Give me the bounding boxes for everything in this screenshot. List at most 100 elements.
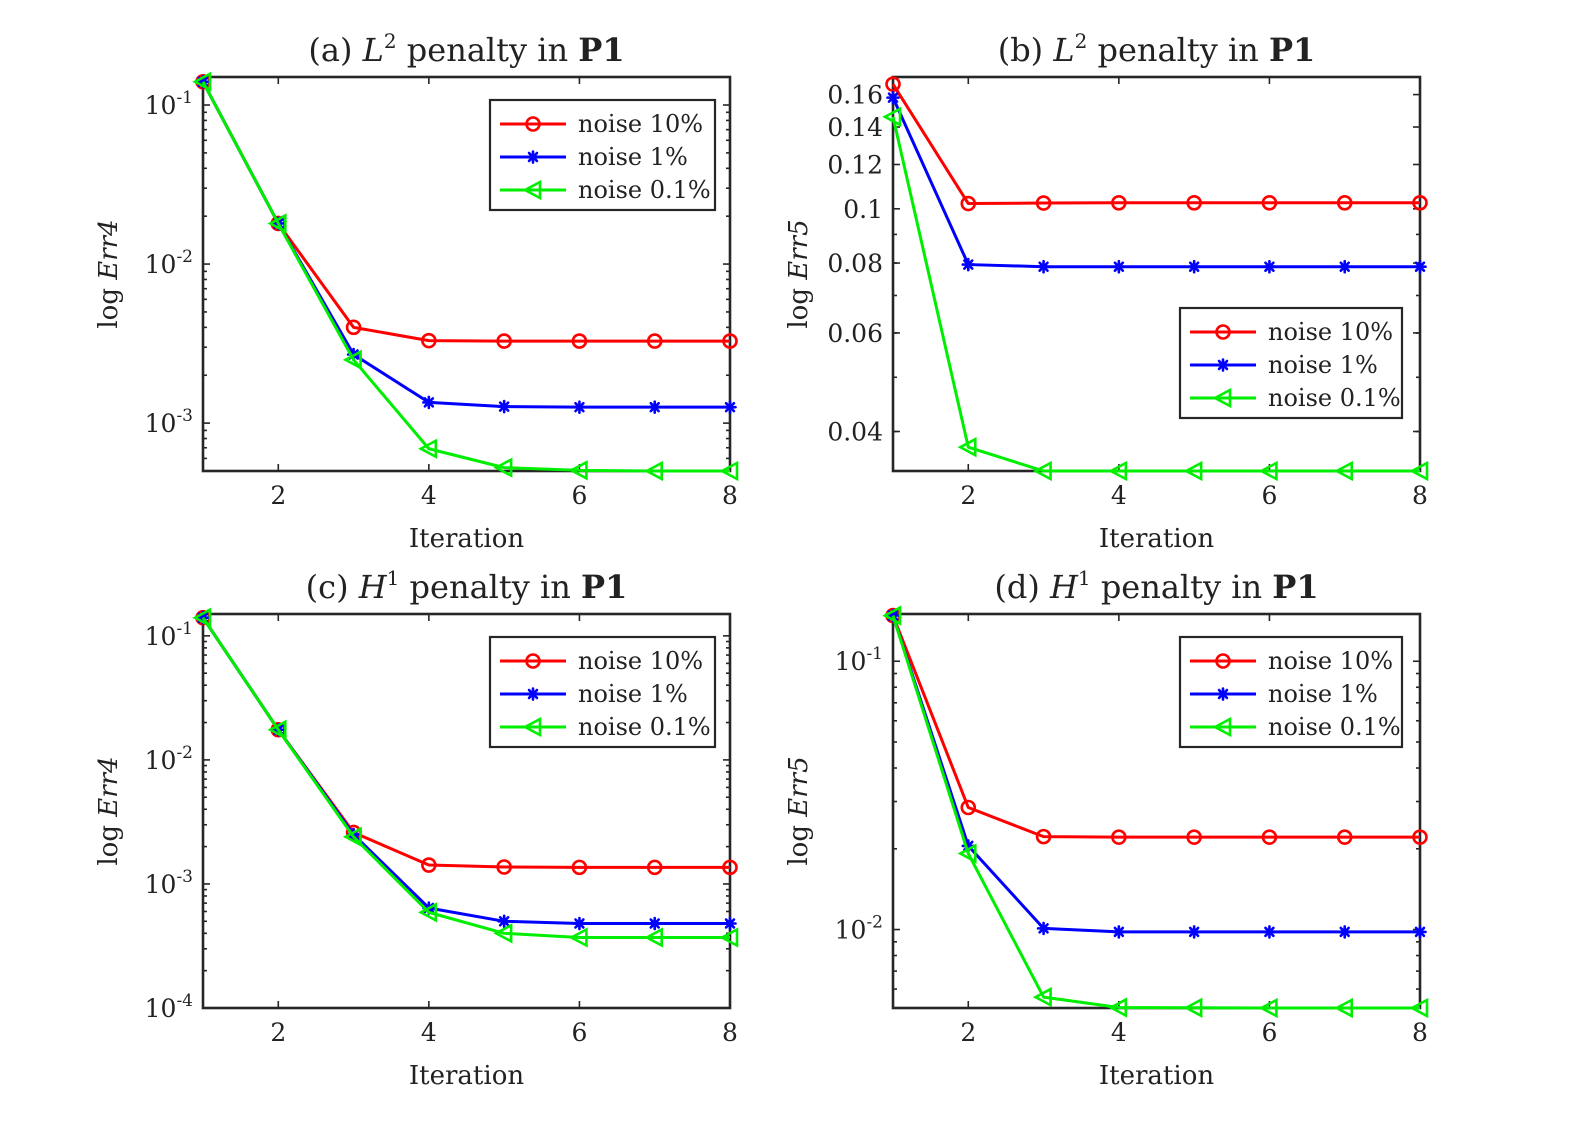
y-tick-label: 0.1 [843, 195, 883, 224]
data-point [497, 914, 511, 929]
data-point [1412, 195, 1428, 211]
legend-marker [522, 716, 542, 738]
series-line [891, 615, 1420, 839]
data-point [1035, 828, 1052, 845]
data-point [1112, 259, 1126, 274]
data-point [342, 349, 362, 370]
legend-marker [1215, 324, 1231, 340]
data-point [1261, 829, 1278, 845]
minor-ticks [203, 111, 730, 460]
data-point [1035, 195, 1052, 211]
data-point [267, 719, 287, 740]
legend-label: noise 0.1% [1268, 713, 1401, 741]
legend-entry-noise-1pct: noise 1% [500, 143, 688, 171]
y-tick-label: 10-1 [145, 619, 193, 651]
series-line [201, 81, 730, 343]
legend-label: noise 10% [578, 647, 703, 675]
data-point [885, 76, 901, 92]
data-point [1412, 829, 1428, 845]
y-axis-label: log Err4 [94, 219, 124, 328]
x-tick-label: 2 [270, 1018, 286, 1047]
data-point [646, 859, 663, 876]
x-axis-label: Iteration [1099, 1061, 1214, 1091]
data-point [723, 916, 737, 931]
series-noise-0-1pct [882, 605, 1429, 1019]
series-line [891, 97, 1420, 269]
legend-entry-noise-0-1pct: noise 0.1% [1190, 713, 1401, 741]
data-point [643, 927, 664, 948]
data-point [496, 859, 512, 875]
minor-ticks [893, 672, 1420, 990]
series-noise-0-1pct [192, 71, 739, 482]
legend-label: noise 10% [578, 110, 703, 138]
x-tick-label: 2 [270, 481, 286, 510]
data-point [722, 859, 738, 876]
legend: noise 10% noise 1% noise 0.1% [1178, 306, 1404, 420]
y-axis-label: log Err5 [784, 756, 814, 865]
x-tick-label: 6 [571, 1018, 587, 1047]
data-point [1032, 986, 1052, 1008]
minor-ticks [203, 640, 730, 972]
y-axis-label: log Err4 [94, 756, 124, 865]
y-tick-label: 10-2 [145, 743, 193, 775]
y-tick-label: 0.08 [827, 249, 883, 278]
data-point [1111, 829, 1127, 845]
data-point [421, 332, 437, 349]
data-point [1262, 259, 1277, 274]
legend-entry-noise-0-1pct: noise 0.1% [1190, 384, 1401, 412]
x-tick-label: 2 [960, 1018, 976, 1047]
x-tick-label: 4 [1111, 481, 1127, 510]
y-tick-label: 10-1 [835, 644, 883, 676]
x-tick-label: 8 [722, 1018, 738, 1047]
panel-title: (c) H1 penalty in P1 [306, 566, 628, 606]
y-axis-label: log Err5 [784, 219, 814, 328]
data-point [882, 106, 902, 127]
data-point [1258, 997, 1278, 1019]
y-tick-label: 10-2 [145, 247, 193, 279]
data-point [723, 400, 737, 414]
data-point [342, 826, 362, 847]
data-point [493, 923, 513, 944]
series-line [891, 83, 1420, 206]
data-point [643, 460, 664, 482]
data-point [722, 333, 738, 349]
data-point [1112, 925, 1126, 939]
legend: noise 10% noise 1% noise 0.1% [488, 98, 717, 212]
data-point [1258, 460, 1278, 482]
legend-marker [525, 653, 541, 669]
y-tick-label: 10-3 [145, 867, 193, 899]
legend-marker [1212, 387, 1232, 409]
legend-label: noise 1% [1268, 351, 1378, 379]
data-point [192, 71, 212, 92]
x-tick-label: 2 [960, 481, 976, 510]
legend-marker [526, 150, 540, 164]
panel-title: (d) H1 penalty in P1 [994, 566, 1318, 606]
legend-entry-noise-0-1pct: noise 0.1% [500, 713, 711, 741]
data-point [1409, 997, 1429, 1019]
data-point [1108, 460, 1128, 482]
y-tick-label: 0.06 [827, 319, 883, 348]
legend-entry-noise-10pct: noise 10% [500, 110, 703, 138]
legend-label: noise 1% [1268, 680, 1378, 708]
data-point [421, 857, 437, 873]
data-point [1183, 460, 1203, 482]
data-point [497, 399, 511, 414]
data-point [1413, 259, 1427, 274]
legend-label: noise 10% [1268, 647, 1393, 675]
legend-label: noise 10% [1268, 318, 1393, 346]
y-tick-label: 10-4 [145, 991, 193, 1023]
panel-title: (b) L2 penalty in P1 [998, 29, 1316, 69]
panel-title: (a) L2 penalty in P1 [308, 29, 624, 69]
data-point [1336, 195, 1353, 211]
series-line [891, 615, 1420, 1010]
series-noise-0-1pct [192, 607, 739, 948]
legend-marker [526, 687, 540, 701]
data-point [957, 437, 977, 458]
data-point [345, 319, 362, 336]
data-point [1032, 460, 1052, 482]
data-point [571, 333, 588, 349]
x-tick-label: 6 [1261, 481, 1277, 510]
x-tick-label: 4 [421, 481, 437, 510]
data-point [961, 257, 976, 272]
